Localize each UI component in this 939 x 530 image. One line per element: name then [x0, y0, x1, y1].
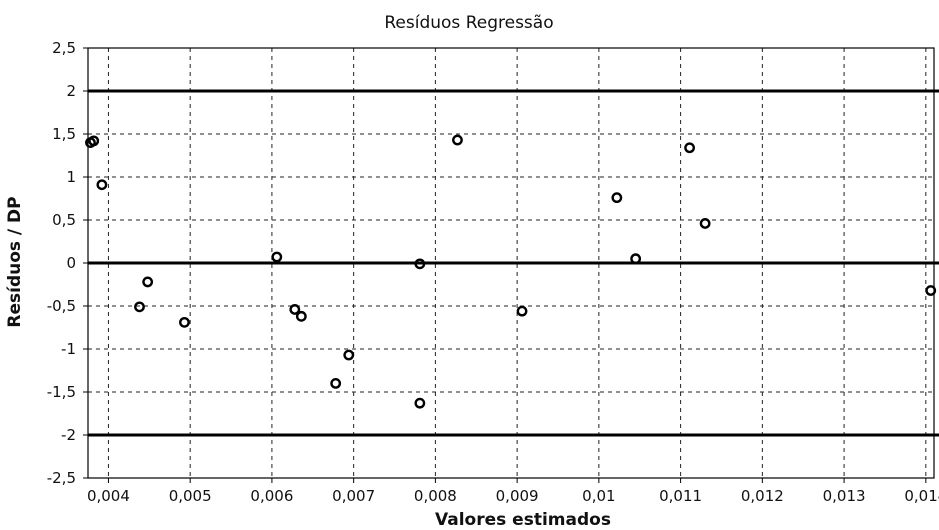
x-tick-label: 0,006 — [250, 487, 293, 505]
x-tick-label: 0,005 — [169, 487, 212, 505]
data-point — [88, 135, 100, 147]
x-tick-label: 0,014 — [904, 487, 939, 505]
data-point — [414, 397, 426, 409]
x-axis-label: Valores estimados — [435, 510, 611, 530]
y-tick-label: -0,5 — [47, 297, 76, 315]
y-tick-label: -2,5 — [47, 469, 76, 487]
reference-lines — [88, 89, 939, 437]
data-point — [414, 258, 426, 270]
data-point — [96, 179, 108, 191]
data-point — [611, 192, 623, 204]
y-tick-label: 0,5 — [52, 211, 76, 229]
data-points — [85, 134, 937, 409]
y-tick-label: 0 — [66, 254, 76, 272]
y-tick-label: -1,5 — [47, 383, 76, 401]
data-point — [142, 276, 154, 288]
y-tick-label: 2,5 — [52, 39, 76, 57]
x-tick-label: 0,004 — [87, 487, 130, 505]
data-point — [925, 285, 937, 296]
y-axis-label: Resíduos / DP — [5, 196, 25, 327]
y-tick-label: -2 — [61, 426, 76, 444]
y-tick-label: 2 — [66, 82, 76, 100]
plot-frame — [87, 47, 935, 479]
data-point — [179, 316, 190, 328]
data-point — [134, 301, 145, 313]
x-tick-label: 0,007 — [332, 487, 375, 505]
data-point — [343, 349, 355, 361]
data-point — [330, 377, 342, 389]
tick-labels: 0,004 0,005 0,006 0,007 0,008 0,009 0,01 0,011 0… — [47, 39, 939, 505]
y-tick-label: 1 — [66, 168, 76, 186]
data-point — [630, 253, 642, 265]
data-point — [699, 218, 711, 229]
x-tick-label: 0,01 — [582, 487, 615, 505]
x-tick-label: 0,012 — [741, 487, 784, 505]
data-point — [452, 134, 463, 146]
grid — [83, 47, 934, 483]
data-point — [289, 304, 301, 315]
x-tick-label: 0,008 — [414, 487, 457, 505]
data-point — [295, 310, 307, 322]
x-tick-label: 0,013 — [823, 487, 866, 505]
x-tick-label: 0,011 — [659, 487, 702, 505]
data-point — [684, 142, 695, 154]
chart-title: Resíduos Regressão — [384, 13, 553, 33]
data-point — [271, 251, 283, 263]
data-point — [516, 305, 528, 317]
y-tick-label: 1,5 — [52, 125, 76, 143]
x-tick-label: 0,009 — [496, 487, 539, 505]
y-tick-label: -1 — [61, 340, 76, 358]
